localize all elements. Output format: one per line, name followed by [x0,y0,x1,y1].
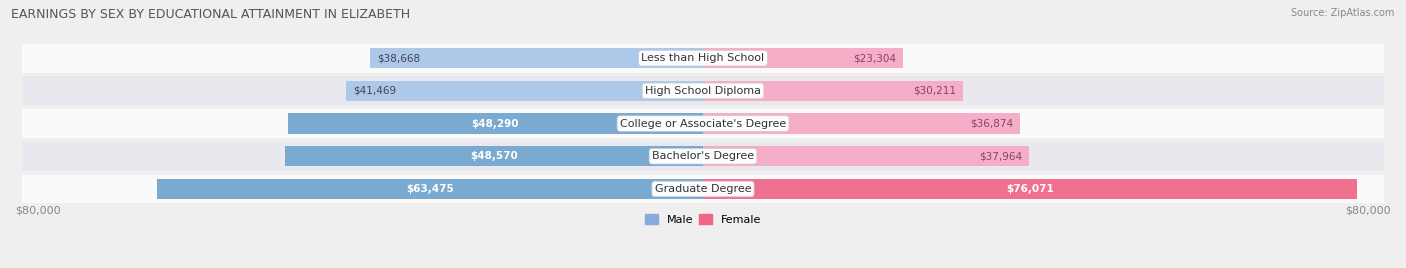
Bar [703,48,904,68]
Bar [370,48,703,68]
Text: High School Diploma: High School Diploma [645,86,761,96]
Text: $23,304: $23,304 [853,53,897,63]
Bar [22,174,1384,203]
Text: $80,000: $80,000 [1346,205,1391,215]
Bar [22,76,1384,105]
Bar [22,44,1384,73]
Bar [703,146,1029,166]
Text: $36,874: $36,874 [970,118,1014,129]
Bar [703,179,1357,199]
Text: $63,475: $63,475 [406,184,454,194]
Bar [703,81,963,101]
Text: College or Associate's Degree: College or Associate's Degree [620,118,786,129]
Text: $80,000: $80,000 [15,205,60,215]
Text: $41,469: $41,469 [353,86,396,96]
Text: EARNINGS BY SEX BY EDUCATIONAL ATTAINMENT IN ELIZABETH: EARNINGS BY SEX BY EDUCATIONAL ATTAINMEN… [11,8,411,21]
Text: Graduate Degree: Graduate Degree [655,184,751,194]
Text: $30,211: $30,211 [912,86,956,96]
Bar [346,81,703,101]
Bar [22,109,1384,138]
Bar [288,113,703,134]
Text: $48,570: $48,570 [470,151,517,161]
Bar [703,113,1021,134]
Text: $38,668: $38,668 [377,53,420,63]
Text: $37,964: $37,964 [980,151,1022,161]
Text: Bachelor's Degree: Bachelor's Degree [652,151,754,161]
Text: Source: ZipAtlas.com: Source: ZipAtlas.com [1291,8,1395,18]
Bar [157,179,703,199]
Bar [22,142,1384,171]
Text: $48,290: $48,290 [471,118,519,129]
Text: $76,071: $76,071 [1007,184,1054,194]
Text: Less than High School: Less than High School [641,53,765,63]
Legend: Male, Female: Male, Female [640,210,766,229]
Bar [285,146,703,166]
